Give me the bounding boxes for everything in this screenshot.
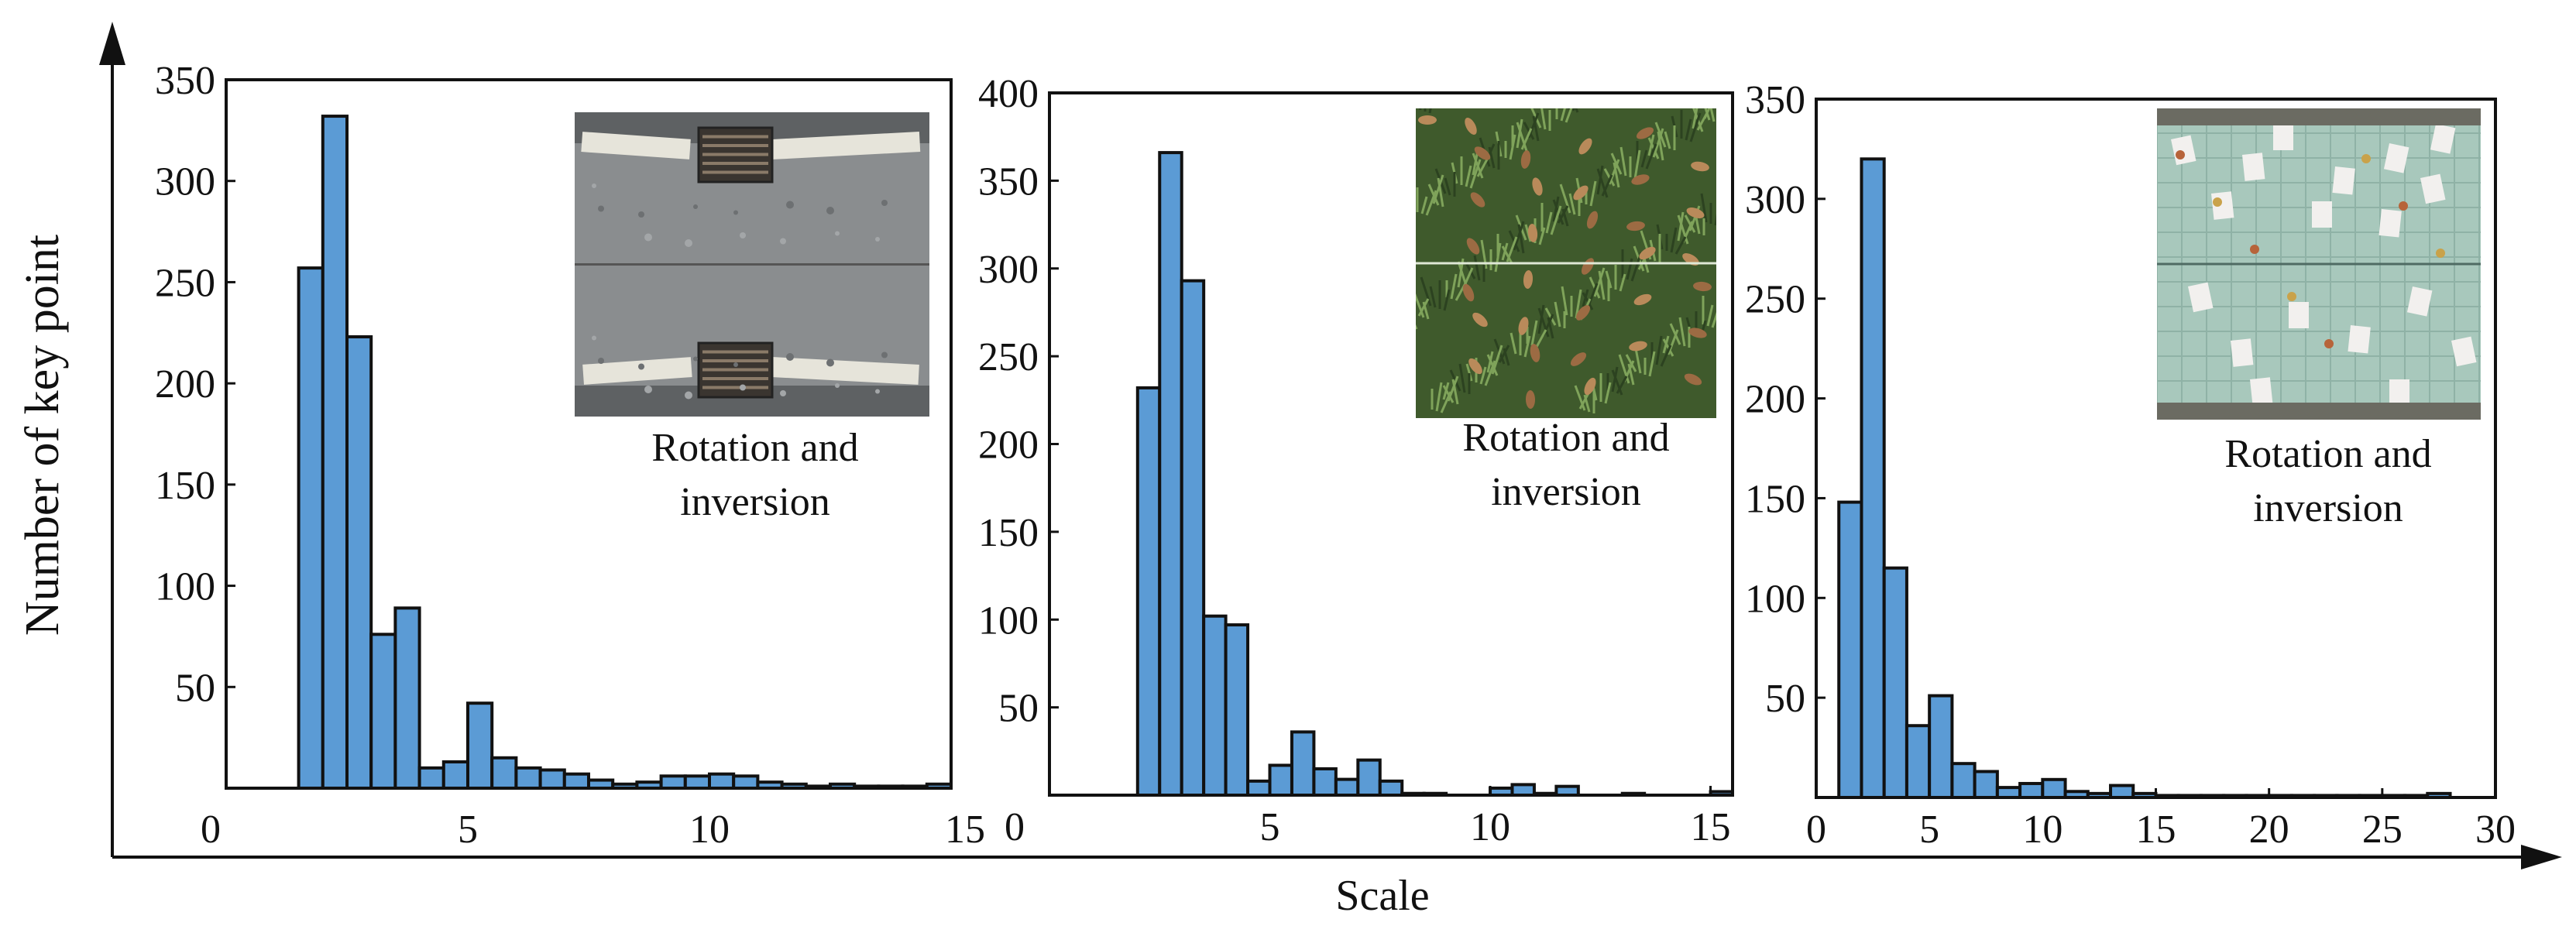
y-axis-title: Number of key point xyxy=(16,235,69,636)
histogram-bar xyxy=(1158,151,1183,797)
annotation-line-2: inversion xyxy=(1491,470,1641,514)
y-tick-label: 250 xyxy=(978,335,1039,379)
histogram-bar xyxy=(466,701,494,791)
inset-photo xyxy=(1416,108,1716,418)
annotation-line-2: inversion xyxy=(2253,486,2403,530)
x-tick-label: 30 xyxy=(2475,808,2516,852)
histogram-bar xyxy=(1180,279,1206,797)
y-tick-label: 350 xyxy=(978,159,1039,204)
x-tick-label: 10 xyxy=(1470,805,1510,849)
annotation-line-1: Rotation and xyxy=(1462,416,1669,460)
histogram-bar xyxy=(1224,623,1250,797)
x-tick-label: 10 xyxy=(2022,808,2063,852)
histogram-panel-3: 50 100 150 200 250 300 350 0 5 10 15 20 25 30 Rotation… xyxy=(1745,78,2516,852)
histogram-panel-1: 50 100 150 200 250 300 350 0 5 10 15 Rotation and in… xyxy=(155,59,985,852)
y-tick-label: 350 xyxy=(155,59,215,103)
y-tick-label: 200 xyxy=(1745,378,1805,422)
histogram-bar xyxy=(708,772,736,791)
x-tick-label: 5 xyxy=(458,808,478,852)
x-tick-label: 5 xyxy=(1919,808,1939,852)
global-x-axis-arrow-icon xyxy=(2521,845,2562,869)
histogram-bar xyxy=(297,266,325,790)
histogram-bar xyxy=(1290,730,1316,797)
inset-curb-right xyxy=(771,357,919,385)
histogram-bar xyxy=(1510,783,1536,797)
histogram-bar xyxy=(514,766,542,790)
histogram-bar xyxy=(1378,779,1404,797)
histogram-bar xyxy=(1202,614,1228,797)
y-tick-label: 100 xyxy=(155,565,215,609)
histogram-bar xyxy=(1860,157,1886,800)
histogram-bar xyxy=(1973,770,1999,799)
x-tick-label: 5 xyxy=(1260,805,1280,849)
x-tick-label: 15 xyxy=(1691,805,1731,849)
histogram-bar xyxy=(2041,777,2067,800)
y-tick-label: 50 xyxy=(175,666,215,710)
y-tick-label: 50 xyxy=(1765,677,1805,721)
histogram-bar xyxy=(2018,781,2045,800)
inset-curb-left xyxy=(581,132,691,159)
global-axes xyxy=(99,22,2562,869)
y-tick-label: 150 xyxy=(978,511,1039,555)
y-tick-label: 100 xyxy=(978,598,1039,643)
histogram-bar xyxy=(1950,762,1977,800)
histogram-panel-2: 50 100 150 200 250 300 350 400 0 5 10 15 Rotation an… xyxy=(978,72,1734,849)
annotation-line-1: Rotation and xyxy=(651,426,858,470)
histogram-bar xyxy=(562,772,590,791)
histogram-bar xyxy=(1928,694,1954,800)
x-axis-title: Scale xyxy=(1335,872,1429,920)
x-tick-label: 0 xyxy=(1806,808,1826,852)
inset-curb-left xyxy=(582,357,692,385)
x-tick-label: 15 xyxy=(945,808,985,852)
histogram-bar xyxy=(321,115,349,791)
x-tick-label: 0 xyxy=(1005,805,1025,849)
x-tick-label: 0 xyxy=(201,808,221,852)
y-tick-label: 50 xyxy=(998,687,1039,731)
annotation-line-1: Rotation and xyxy=(2224,432,2431,476)
y-tick-label: 100 xyxy=(1745,577,1805,621)
y-tick-label: 400 xyxy=(978,72,1039,116)
histogram-bar xyxy=(659,774,687,790)
inset-photo xyxy=(575,112,929,417)
y-tick-label: 300 xyxy=(155,160,215,204)
histogram-bar xyxy=(393,606,421,790)
inset-curb-right xyxy=(772,132,921,159)
y-tick-label: 300 xyxy=(1745,178,1805,222)
histogram-bar xyxy=(490,756,518,790)
x-tick-label: 15 xyxy=(2136,808,2176,852)
y-tick-label: 300 xyxy=(978,248,1039,292)
histogram-bar xyxy=(683,774,711,790)
x-tick-label: 10 xyxy=(689,808,730,852)
histogram-bar xyxy=(441,760,469,790)
histogram-bar xyxy=(1356,758,1382,797)
histogram-bar xyxy=(1246,779,1272,797)
histogram-bar xyxy=(345,335,373,790)
y-tick-label: 150 xyxy=(1745,477,1805,521)
y-tick-label: 200 xyxy=(978,424,1039,468)
histogram-bar xyxy=(2109,784,2135,800)
y-tick-label: 150 xyxy=(155,464,215,508)
plot-frame xyxy=(225,78,953,790)
histogram-bar xyxy=(538,768,566,791)
histogram-bar xyxy=(1882,566,1908,800)
y-tick-label: 200 xyxy=(155,362,215,406)
histogram-bar xyxy=(1334,777,1360,797)
x-tick-label: 20 xyxy=(2249,808,2289,852)
inset-photo xyxy=(2157,108,2481,420)
histogram-bar xyxy=(1837,500,1863,800)
histogram-bar xyxy=(1135,386,1162,797)
histogram-bar xyxy=(417,766,445,790)
histogram-bar xyxy=(1312,767,1338,797)
y-tick-label: 350 xyxy=(1745,78,1805,122)
histogram-bar xyxy=(1268,763,1293,797)
y-tick-label: 250 xyxy=(1745,278,1805,322)
y-tick-label: 250 xyxy=(155,261,215,305)
histogram-bar xyxy=(732,774,760,790)
global-y-axis-arrow-icon xyxy=(99,22,125,65)
x-tick-label: 25 xyxy=(2362,808,2403,852)
histogram-bar xyxy=(369,633,397,790)
histogram-bar xyxy=(1905,724,1932,799)
annotation-line-2: inversion xyxy=(680,480,830,524)
